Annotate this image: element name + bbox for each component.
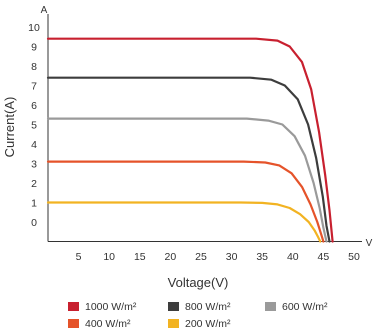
y-tick-label: 1 bbox=[31, 198, 37, 210]
x-tick-label: 45 bbox=[318, 251, 330, 263]
legend: 1000 W/m² 800 W/m² 600 W/m² 400 W/m² 200 W/m… bbox=[68, 301, 328, 330]
series-line-4 bbox=[46, 201, 322, 243]
legend-label-0: 1000 W/m² bbox=[85, 301, 137, 313]
y-tick-label: 3 bbox=[31, 159, 37, 171]
x-tick-label: 35 bbox=[256, 251, 268, 263]
y-axis-unit: A bbox=[41, 5, 48, 16]
x-tick-label: 5 bbox=[76, 251, 82, 263]
series-line-3 bbox=[46, 160, 325, 243]
y-tick-label: 8 bbox=[31, 61, 37, 73]
legend-label-4: 200 W/m² bbox=[185, 318, 231, 330]
x-tick-label: 15 bbox=[134, 251, 146, 263]
legend-swatch-4 bbox=[168, 319, 179, 328]
y-tick-label: 0 bbox=[31, 217, 37, 229]
y-tick-label: 6 bbox=[31, 100, 37, 112]
legend-label-2: 600 W/m² bbox=[282, 301, 328, 313]
legend-swatch-1 bbox=[168, 302, 179, 311]
series-line-0 bbox=[46, 37, 334, 243]
y-tick-label: 7 bbox=[31, 81, 37, 93]
legend-swatch-2 bbox=[265, 302, 276, 311]
y-tick-label: 9 bbox=[31, 42, 37, 54]
y-tick-label: 2 bbox=[31, 178, 37, 190]
y-tick-label: 10 bbox=[28, 22, 40, 34]
x-tick-label: 50 bbox=[348, 251, 360, 263]
legend-label-1: 800 W/m² bbox=[185, 301, 231, 313]
y-tick-label: 4 bbox=[31, 139, 37, 151]
series-line-1 bbox=[46, 76, 331, 243]
x-tick-label: 10 bbox=[103, 251, 115, 263]
x-tick-label: 20 bbox=[165, 251, 177, 263]
x-tick-label: 25 bbox=[195, 251, 207, 263]
series-line-2 bbox=[46, 117, 328, 243]
x-tick-label: 40 bbox=[287, 251, 299, 263]
legend-swatch-3 bbox=[68, 319, 79, 328]
x-axis-unit: V bbox=[366, 238, 373, 249]
x-axis-label: Voltage(V) bbox=[168, 275, 229, 290]
y-tick-label: 5 bbox=[31, 120, 37, 132]
legend-swatch-0 bbox=[68, 302, 79, 311]
x-tick-label: 30 bbox=[226, 251, 238, 263]
legend-label-3: 400 W/m² bbox=[85, 318, 131, 330]
y-axis-label: Current(A) bbox=[2, 97, 17, 158]
